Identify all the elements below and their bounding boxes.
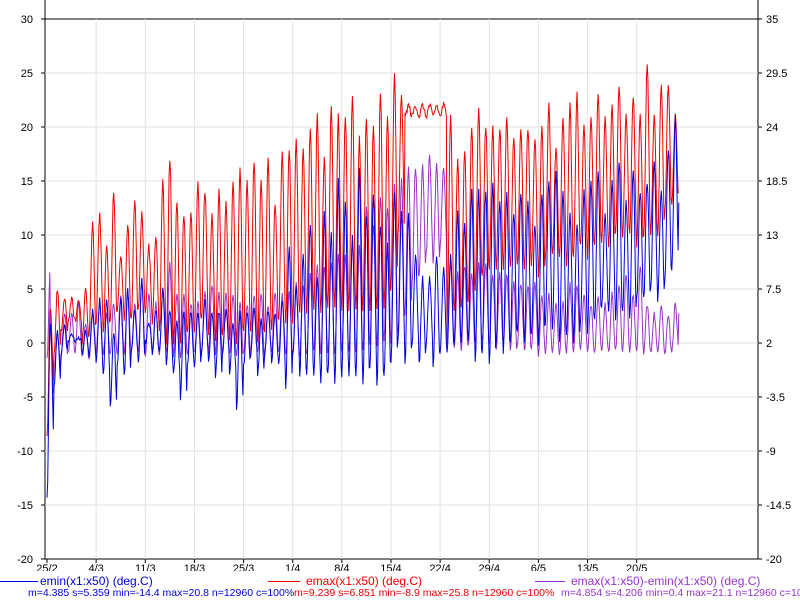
legend-stats-emax: m=9.239 s=6.851 min=-8.9 max=25.8 n=1296… — [294, 587, 555, 599]
y-left-tick-label: -15 — [17, 500, 33, 512]
y-left-tick-label: 20 — [21, 122, 33, 134]
y-left-tick-label: 10 — [21, 230, 33, 242]
x-tick-label: 22/4 — [429, 563, 450, 571]
series-line-emax — [46, 64, 680, 437]
y-left-tick-label: 15 — [21, 176, 33, 188]
y-left-tick-label: -10 — [17, 446, 33, 458]
x-tick-label: 8/4 — [334, 563, 349, 571]
x-tick-label: 18/3 — [184, 563, 205, 571]
y-left-tick-label: 30 — [21, 14, 33, 26]
legend-label-emin: emin(x1:x50) (deg.C) — [40, 574, 153, 588]
x-tick-label: 29/4 — [479, 563, 500, 571]
series-line-emin — [46, 115, 680, 498]
x-tick-label: 20/5 — [626, 563, 647, 571]
x-tick-label: 13/5 — [577, 563, 598, 571]
y-left-tick-label: 5 — [27, 284, 33, 296]
legend: emin(x1:x50) (deg.C) m=4.385 s=5.359 min… — [0, 571, 800, 600]
legend-stats-emin: m=4.385 s=5.359 min=-14.4 max=20.8 n=129… — [28, 587, 295, 599]
legend-label-emax: emax(x1:x50) (deg.C) — [306, 574, 423, 588]
y-right-tick-label: 24 — [766, 122, 778, 134]
y-right-tick-label: 35 — [766, 14, 778, 26]
y-right-tick-label: -3.5 — [766, 392, 785, 404]
y-right-tick-label: -20 — [766, 554, 782, 566]
y-right-tick-label: 18.5 — [766, 176, 787, 188]
plot-area: 25/2 4/3 11/3 18/3 25/3 1/4 8/4 15/4 22/4 29/4 6/5… — [17, 0, 791, 575]
x-tick-label: 6/5 — [531, 563, 546, 571]
x-tick-label: 15/4 — [380, 563, 401, 571]
y-left-tick-label: -5 — [23, 392, 33, 404]
legend-swatch-emax — [268, 581, 300, 582]
legend-label-range: emax(x1:x50)-emin(x1:x50) (deg.C) — [571, 574, 761, 588]
y-right-tick-label: 2 — [766, 338, 772, 350]
y-right-tick-label: -14.5 — [766, 500, 791, 512]
x-tick-label: 25/2 — [36, 563, 57, 571]
y-left-tick-label: -20 — [17, 554, 33, 566]
y-left-tick-label: 0 — [27, 338, 33, 350]
x-tick-label: 11/3 — [135, 563, 156, 571]
legend-stats-range: m=4.854 s=4.206 min=0.4 max=21.1 n=12960… — [561, 587, 800, 599]
y-right-tick-label: 7.5 — [766, 284, 781, 296]
y-right-tick-label: -9 — [766, 446, 776, 458]
legend-swatch-range — [535, 581, 565, 582]
x-tick-label: 1/4 — [285, 563, 300, 571]
y-right-tick-label: 29.5 — [766, 68, 787, 80]
y-right-tick-label: 13 — [766, 230, 778, 242]
x-tick-label: 4/3 — [88, 563, 103, 571]
x-tick-label: 25/3 — [233, 563, 254, 571]
legend-swatch-emin — [0, 581, 38, 582]
y-left-tick-label: 25 — [21, 68, 33, 80]
